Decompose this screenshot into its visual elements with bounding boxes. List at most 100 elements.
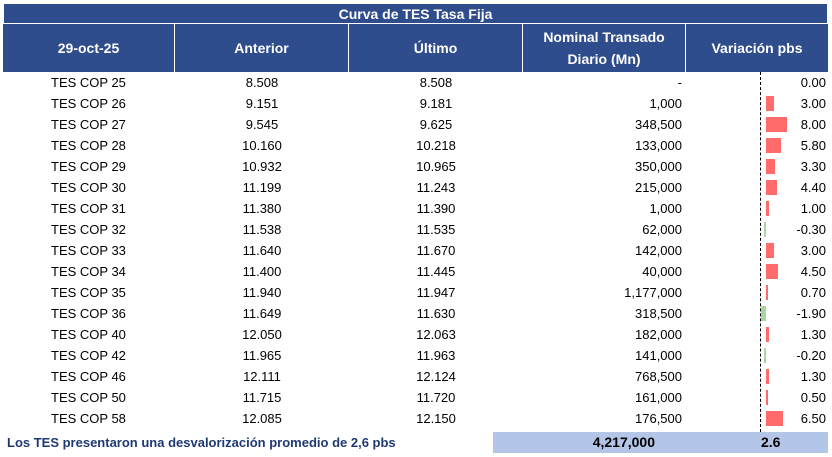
table-title: Curva de TES Tasa Fija — [3, 3, 828, 24]
variation-cell: 0.00 — [686, 72, 828, 93]
bond-name-cell: TES COP 46 — [51, 369, 126, 384]
variation-cell: 3.00 — [686, 240, 828, 261]
last-rate-cell: 11.670 — [416, 243, 456, 258]
variation-bar — [766, 243, 774, 258]
last-rate-cell: 11.630 — [416, 306, 456, 321]
variation-zero-axis — [760, 72, 761, 432]
nominal-cell: 133,000 — [635, 138, 682, 153]
table-row: TES COP 26 9.151 9.181 1,000 3.00 — [3, 93, 828, 114]
variation-cell: -0.30 — [686, 219, 828, 240]
bond-name-cell: TES COP 33 — [51, 243, 126, 258]
prev-rate-cell: 12.111 — [243, 369, 281, 384]
table-row: TES COP 40 12.050 12.063 182,000 1.30 — [3, 324, 828, 345]
variation-value: 6.50 — [800, 411, 826, 426]
prev-rate-cell: 11.715 — [242, 390, 282, 405]
nominal-cell: 161,000 — [635, 390, 682, 405]
nominal-cell: 142,000 — [635, 243, 682, 258]
prev-rate-cell: 10.160 — [242, 138, 282, 153]
variation-value: 0.50 — [800, 390, 826, 405]
variation-bar — [764, 348, 766, 363]
variation-value: -0.20 — [796, 348, 826, 363]
table-body: TES COP 25 8.508 8.508 - 0.00 TES COP 26 9.151… — [3, 72, 828, 429]
last-rate-cell: 8.508 — [419, 75, 453, 90]
footer-avg-variation: 2.6 — [663, 432, 828, 453]
variation-cell: 6.50 — [686, 408, 828, 429]
table-row: TES COP 29 10.932 10.965 350,000 3.30 — [3, 156, 828, 177]
last-rate-cell: 11.720 — [416, 390, 456, 405]
variation-value: 1.30 — [800, 369, 826, 384]
last-rate-cell: 11.390 — [416, 201, 456, 216]
variation-cell: 1.30 — [686, 324, 828, 345]
nominal-cell: - — [677, 75, 682, 90]
variation-value: 4.40 — [800, 180, 826, 195]
prev-rate-cell: 11.940 — [242, 285, 282, 300]
table-row: TES COP 32 11.538 11.535 62,000 -0.30 — [3, 219, 828, 240]
nominal-cell: 176,500 — [635, 411, 682, 426]
prev-rate-cell: 11.640 — [242, 243, 282, 258]
table-row: TES COP 42 11.965 11.963 141,000 -0.20 — [3, 345, 828, 366]
bond-name-cell: TES COP 50 — [51, 390, 126, 405]
bond-name-cell: TES COP 35 — [51, 285, 126, 300]
variation-value: 0.00 — [800, 75, 826, 90]
variation-bar — [766, 369, 770, 384]
last-rate-cell: 9.625 — [419, 117, 453, 132]
variation-value: 3.00 — [800, 96, 826, 111]
variation-bar — [764, 222, 766, 237]
variation-cell: 3.00 — [686, 93, 828, 114]
bond-name-cell: TES COP 27 — [51, 117, 126, 132]
prev-rate-cell: 12.085 — [242, 411, 282, 426]
header-row: 29-oct-25 Anterior Último Nominal Transa… — [3, 24, 828, 72]
table-row: TES COP 58 12.085 12.150 176,500 6.50 — [3, 408, 828, 429]
bond-name-cell: TES COP 40 — [51, 327, 126, 342]
variation-cell: 4.40 — [686, 177, 828, 198]
prev-rate-cell: 11.199 — [242, 180, 282, 195]
header-prev: Anterior — [175, 24, 349, 72]
prev-rate-cell: 11.400 — [242, 264, 282, 279]
bond-name-cell: TES COP 30 — [51, 180, 126, 195]
variation-bar — [766, 138, 782, 153]
bond-name-cell: TES COP 28 — [51, 138, 126, 153]
last-rate-cell: 12.124 — [416, 369, 456, 384]
bond-name-cell: TES COP 42 — [51, 348, 126, 363]
header-nominal-line1: Nominal Transado — [543, 29, 665, 45]
table-row: TES COP 30 11.199 11.243 215,000 4.40 — [3, 177, 828, 198]
last-rate-cell: 12.150 — [416, 411, 456, 426]
last-rate-cell: 11.445 — [416, 264, 456, 279]
variation-cell: 0.70 — [686, 282, 828, 303]
variation-bar — [761, 306, 766, 321]
last-rate-cell: 11.963 — [416, 348, 456, 363]
last-rate-cell: 11.535 — [416, 222, 456, 237]
variation-cell: 1.30 — [686, 366, 828, 387]
variation-value: 8.00 — [800, 117, 826, 132]
variation-value: 0.70 — [800, 285, 826, 300]
nominal-cell: 318,500 — [635, 306, 682, 321]
last-rate-cell: 11.947 — [416, 285, 456, 300]
variation-value: -0.30 — [796, 222, 826, 237]
variation-cell: 1.00 — [686, 198, 828, 219]
variation-bar — [766, 201, 769, 216]
bond-name-cell: TES COP 34 — [51, 264, 126, 279]
header-last: Último — [349, 24, 523, 72]
variation-bar — [766, 180, 778, 195]
nominal-cell: 62,000 — [642, 222, 682, 237]
header-variation: Variación pbs — [686, 24, 828, 72]
last-rate-cell: 9.181 — [419, 96, 453, 111]
table-row: TES COP 28 10.160 10.218 133,000 5.80 — [3, 135, 828, 156]
table-row: TES COP 31 11.380 11.390 1,000 1.00 — [3, 198, 828, 219]
prev-rate-cell: 10.932 — [242, 159, 282, 174]
variation-bar — [766, 285, 768, 300]
last-rate-cell: 10.965 — [416, 159, 456, 174]
nominal-cell: 141,000 — [635, 348, 682, 363]
bond-name-cell: TES COP 25 — [51, 75, 126, 90]
table-row: TES COP 50 11.715 11.720 161,000 0.50 — [3, 387, 828, 408]
header-nominal-line2: Diario (Mn) — [567, 51, 641, 67]
nominal-cell: 1,177,000 — [624, 285, 682, 300]
prev-rate-cell: 11.538 — [242, 222, 282, 237]
variation-bar — [766, 264, 778, 279]
variation-value: -1.90 — [796, 306, 826, 321]
footer-total-nominal: 4,217,000 — [493, 432, 663, 453]
bond-name-cell: TES COP 58 — [51, 411, 126, 426]
table-row: TES COP 36 11.649 11.630 318,500 -1.90 — [3, 303, 828, 324]
variation-bar — [766, 327, 770, 342]
variation-bar — [766, 390, 768, 405]
